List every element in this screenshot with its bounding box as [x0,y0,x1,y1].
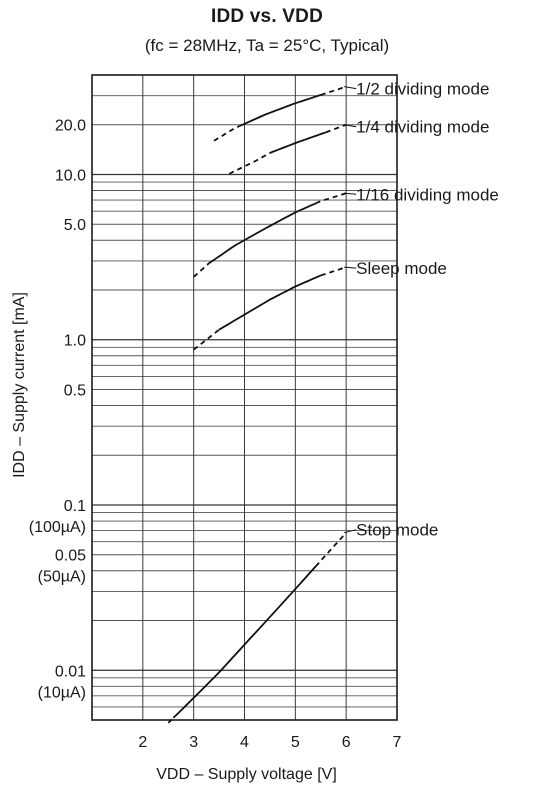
series-dashed-end [325,123,347,134]
series-4 [167,532,347,724]
series-dashed-start [193,262,210,278]
y-tick-sublabel: (100µA) [29,519,86,536]
x-tick-label: 6 [342,734,351,751]
series-dashed-start [228,152,271,175]
series-dashed-start [167,717,174,724]
chart-title: IDD vs. VDD [210,6,323,27]
chart-subtitle: (fc = 28MHz, Ta = 25°C, Typical) [144,36,390,55]
series-line [208,202,317,265]
series-dashed-end [320,85,347,96]
y-tick-sublabel: (10µA) [38,684,86,701]
y-tick-label: 0.01 [55,663,86,680]
series-line [239,94,322,127]
series-label-leader [344,86,357,90]
y-tick-label: 0.1 [64,498,86,515]
y-tick-label: 1.0 [64,333,86,350]
series-dashed-end [315,532,347,567]
series-1 [228,123,347,175]
series-label: 1/16 dividing mode [356,185,499,204]
series-3 [193,266,347,351]
series-labels: 1/2 dividing mode 1/4 dividing mode 1/16 d… [344,80,499,540]
x-tick-label: 2 [138,734,147,751]
series-dashed-end [315,192,347,205]
series-label-leader [344,529,357,534]
x-tick-label: 4 [240,734,249,751]
y-tick-label: 0.5 [64,382,86,399]
x-tick-label: 3 [189,734,198,751]
y-tick-label: 0.05 [55,548,86,565]
series-line [218,274,322,331]
series-line [269,131,327,154]
tick-labels: 2 3 4 5 6 7 20.0 10.0 5.0 1.0 0.5 0.1 (100µA) 0.05 (50… [29,118,402,751]
series-line [172,565,317,719]
series-2 [193,192,347,278]
series-label-leader [344,266,357,269]
series-label-leader [344,124,357,128]
series-0 [213,85,347,142]
series-label-leader [344,192,357,195]
plot-frame [91,74,398,721]
x-tick-label: 5 [291,734,300,751]
y-tick-label: 5.0 [64,217,86,234]
series-label: Stop mode [356,521,438,540]
y-axis-label: IDD – Supply current [mA] [11,292,28,478]
x-tick-label: 7 [393,734,402,751]
series-layer [167,85,347,724]
series-label: 1/4 dividing mode [356,118,489,137]
series-label: 1/2 dividing mode [356,80,489,99]
y-tick-sublabel: (50µA) [38,569,86,586]
series-dashed-start [213,125,240,142]
x-axis-label: VDD – Supply voltage [V] [156,766,337,783]
y-tick-label: 20.0 [55,118,86,135]
major-gridlines [92,75,397,720]
series-label: Sleep mode [356,259,447,278]
series-dashed-end [320,266,347,277]
y-tick-label: 10.0 [55,167,86,184]
